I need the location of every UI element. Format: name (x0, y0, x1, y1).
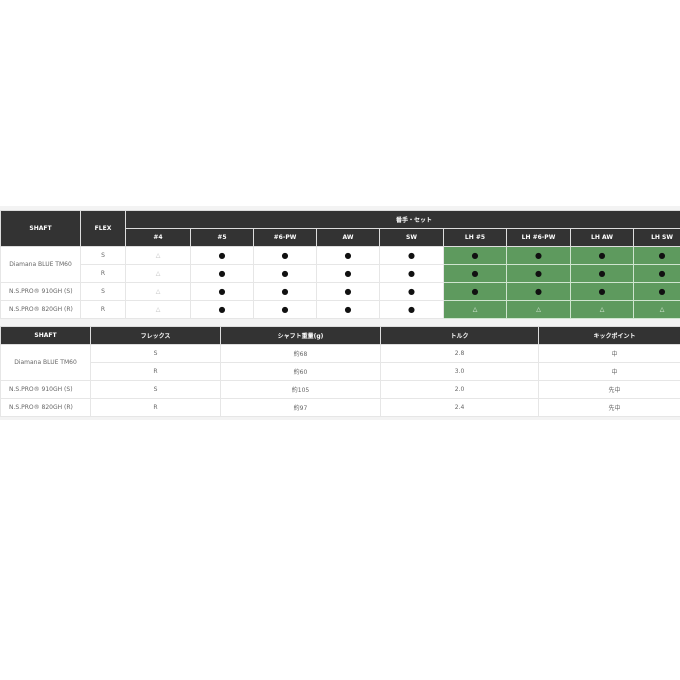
available-mark: ● (570, 282, 634, 301)
table-row: R 約60 3.0 中 (1, 362, 680, 381)
kickpoint-cell: 中 (538, 362, 680, 381)
shaft-name: N.S.PRO® 910GH (S) (0, 380, 91, 399)
column-header: シャフト重量(g) (220, 326, 381, 345)
table-row: N.S.PRO® 910GH (S) S 約105 2.0 先中 (0, 380, 680, 399)
column-header: LH #5 (443, 228, 507, 247)
column-header: AW (316, 228, 380, 247)
flex-cell: R (80, 264, 126, 283)
limited-mark: △ (125, 300, 191, 319)
available-mark: ● (253, 264, 317, 283)
weight-cell: 約105 (220, 380, 381, 399)
torque-cell: 2.0 (380, 380, 539, 399)
available-mark: ● (316, 300, 380, 319)
available-mark: ● (379, 300, 444, 319)
column-header: SW (379, 228, 444, 247)
kickpoint-cell: 先中 (538, 398, 680, 417)
available-mark: ● (506, 282, 571, 301)
table-row: Diamana BLUE TM60 S 約68 2.8 中 (0, 344, 680, 381)
available-mark: ● (443, 282, 507, 301)
header-group: 番手・セット (124, 210, 680, 229)
available-mark: ● (379, 264, 444, 283)
available-mark: ● (632, 282, 680, 301)
available-mark: ● (316, 282, 380, 301)
torque-cell: 2.4 (380, 398, 539, 417)
available-mark: ● (253, 246, 317, 265)
column-header: トルク (380, 326, 539, 345)
available-mark: ● (379, 282, 444, 301)
available-mark: ● (379, 246, 444, 265)
flex-cell: S (90, 344, 221, 363)
shaft-name: N.S.PRO® 820GH (R) (0, 398, 91, 417)
available-mark: ● (506, 264, 571, 283)
column-header: LH #6-PW (506, 228, 571, 247)
shaft-name: N.S.PRO® 910GH (S) (0, 282, 81, 301)
torque-cell: 3.0 (380, 362, 539, 381)
available-mark: ● (506, 246, 571, 265)
column-header: SHAFT (0, 326, 91, 345)
available-mark: ● (632, 264, 680, 283)
weight-cell: 約97 (220, 398, 381, 417)
flex-cell: R (90, 362, 221, 381)
available-mark: ● (190, 246, 254, 265)
available-mark: ● (190, 300, 254, 319)
weight-cell: 約60 (220, 362, 381, 381)
limited-mark: △ (443, 300, 507, 319)
column-header: #4 (125, 228, 191, 247)
shaft-name: Diamana BLUE TM60 (0, 344, 91, 381)
header-shaft: SHAFT (0, 210, 81, 247)
column-header: LH AW (570, 228, 634, 247)
limited-mark: △ (632, 300, 680, 319)
limited-mark: △ (125, 264, 191, 283)
available-mark: ● (316, 264, 380, 283)
column-header: #5 (190, 228, 254, 247)
available-mark: ● (190, 282, 254, 301)
column-header: キックポイント (538, 326, 680, 345)
available-mark: ● (570, 246, 634, 265)
available-mark: ● (190, 264, 254, 283)
header-flex: FLEX (80, 210, 126, 247)
limited-mark: △ (506, 300, 571, 319)
shaft-compatibility-table: SHAFT FLEX 番手・セット #4 #5 #6-PW AW SW LH #5 LH #… (0, 210, 680, 319)
table-row: N.S.PRO® 820GH (R) R △ ● ● ● ● △ △ △ △ (0, 300, 680, 319)
available-mark: ● (316, 246, 380, 265)
available-mark: ● (443, 264, 507, 283)
available-mark: ● (632, 246, 680, 265)
table-row: R △ ● ● ● ● ● ● ● ● (1, 264, 680, 283)
shaft-name: Diamana BLUE TM60 (0, 246, 81, 283)
table-row: N.S.PRO® 910GH (S) S △ ● ● ● ● ● ● ● ● (0, 282, 680, 301)
flex-cell: S (80, 282, 126, 301)
available-mark: ● (253, 282, 317, 301)
flex-cell: S (90, 380, 221, 399)
limited-mark: △ (125, 282, 191, 301)
torque-cell: 2.8 (380, 344, 539, 363)
column-header: #6-PW (253, 228, 317, 247)
available-mark: ● (570, 264, 634, 283)
table-row: N.S.PRO® 820GH (R) R 約97 2.4 先中 (0, 398, 680, 417)
kickpoint-cell: 中 (538, 344, 680, 363)
flex-cell: R (90, 398, 221, 417)
limited-mark: △ (125, 246, 191, 265)
table-row: Diamana BLUE TM60 S △ ● ● ● ● ● ● ● ● (0, 246, 680, 283)
column-header: フレックス (90, 326, 221, 345)
shaft-spec-table: SHAFT フレックス シャフト重量(g) トルク キックポイント Diamana BL… (0, 326, 680, 417)
available-mark: ● (443, 246, 507, 265)
kickpoint-cell: 先中 (538, 380, 680, 399)
weight-cell: 約68 (220, 344, 381, 363)
available-mark: ● (253, 300, 317, 319)
column-header: LH SW (632, 228, 680, 247)
flex-cell: R (80, 300, 126, 319)
shaft-name: N.S.PRO® 820GH (R) (0, 300, 81, 319)
flex-cell: S (80, 246, 126, 265)
limited-mark: △ (570, 300, 634, 319)
